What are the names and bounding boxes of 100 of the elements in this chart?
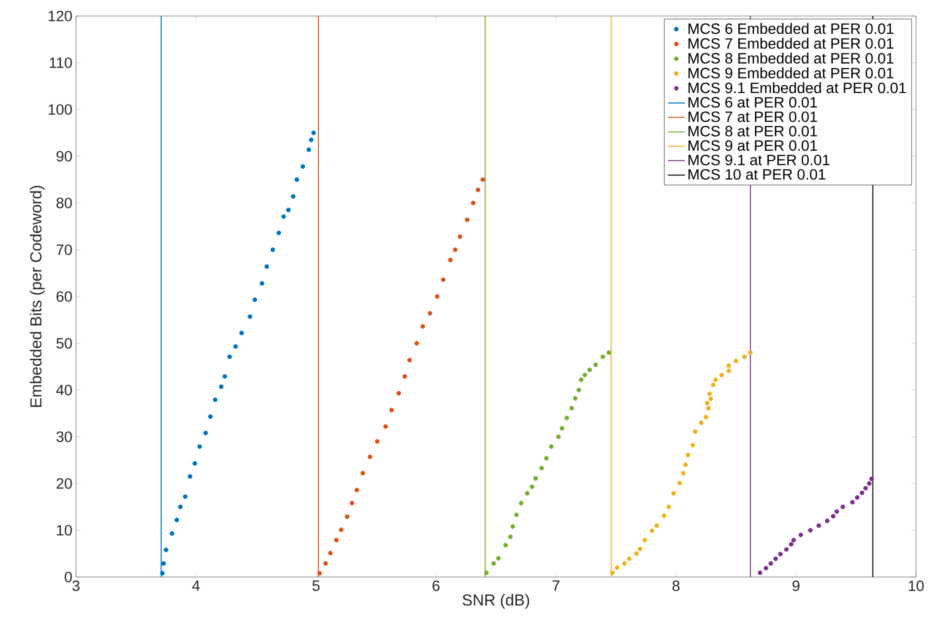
point bbox=[634, 551, 639, 556]
point bbox=[713, 377, 718, 382]
point bbox=[402, 374, 408, 379]
point bbox=[212, 398, 218, 402]
point bbox=[704, 414, 708, 420]
point bbox=[383, 424, 388, 429]
y-tick-label: 90 bbox=[56, 150, 72, 162]
point bbox=[281, 214, 286, 219]
x-tick-label: 9 bbox=[792, 580, 800, 592]
x-tick-label: 8 bbox=[672, 580, 680, 592]
point bbox=[869, 476, 874, 482]
point bbox=[308, 138, 314, 142]
point bbox=[662, 513, 666, 518]
point bbox=[544, 456, 549, 461]
point bbox=[854, 495, 860, 500]
point bbox=[260, 281, 264, 286]
point bbox=[434, 294, 440, 299]
legend-label: MCS 9 Embedded at PER 0.01 bbox=[688, 67, 894, 78]
legend-label: MCS 8 at PER 0.01 bbox=[688, 126, 817, 136]
point bbox=[666, 504, 672, 510]
point bbox=[614, 565, 620, 570]
point bbox=[360, 470, 366, 476]
point bbox=[808, 528, 813, 533]
y-tick-label: 40 bbox=[56, 384, 72, 396]
point bbox=[160, 570, 165, 576]
point bbox=[654, 523, 660, 528]
point bbox=[389, 408, 394, 412]
point bbox=[569, 406, 574, 411]
point bbox=[530, 484, 534, 490]
x-tick-label: 10 bbox=[908, 580, 924, 592]
point bbox=[452, 247, 458, 252]
point bbox=[830, 514, 836, 519]
point bbox=[726, 368, 732, 374]
point bbox=[182, 494, 188, 499]
point bbox=[374, 439, 380, 444]
point bbox=[524, 491, 530, 496]
point bbox=[840, 504, 846, 510]
point bbox=[564, 416, 570, 420]
point bbox=[686, 452, 690, 458]
point bbox=[560, 426, 564, 431]
point bbox=[270, 247, 276, 252]
legend-label: MCS 6 at PER 0.01 bbox=[688, 97, 817, 108]
point bbox=[742, 354, 747, 360]
y-tick-label: 50 bbox=[56, 338, 72, 349]
point bbox=[788, 542, 794, 547]
point bbox=[420, 324, 426, 329]
point bbox=[606, 350, 612, 355]
point bbox=[706, 406, 711, 411]
point bbox=[286, 208, 291, 212]
point bbox=[748, 350, 753, 355]
point bbox=[306, 147, 312, 152]
point bbox=[328, 550, 333, 556]
legend-label: MCS 7 at PER 0.01 bbox=[688, 111, 817, 122]
point bbox=[556, 434, 561, 440]
point bbox=[798, 532, 804, 538]
point bbox=[548, 444, 554, 449]
y-axis-title: Embedded Bits (per Codeword) bbox=[30, 186, 45, 407]
point bbox=[218, 384, 224, 390]
point bbox=[192, 461, 198, 466]
point bbox=[587, 368, 592, 372]
point bbox=[350, 500, 354, 506]
point bbox=[344, 514, 350, 519]
point bbox=[650, 528, 654, 534]
point bbox=[491, 561, 496, 566]
point bbox=[476, 188, 480, 192]
y-tick-label: 110 bbox=[50, 57, 72, 68]
y-tick-label: 10 bbox=[57, 524, 72, 536]
point bbox=[264, 264, 270, 269]
y-tick-label: 70 bbox=[56, 244, 72, 256]
point bbox=[174, 518, 180, 522]
point bbox=[414, 340, 420, 346]
point bbox=[610, 570, 615, 576]
point bbox=[464, 218, 470, 222]
point bbox=[622, 561, 627, 566]
y-tick-label: 80 bbox=[56, 198, 72, 208]
point bbox=[233, 344, 238, 349]
x-tick-label: 5 bbox=[312, 580, 320, 591]
point bbox=[428, 311, 432, 316]
point bbox=[338, 527, 344, 532]
point bbox=[334, 538, 339, 542]
point bbox=[764, 566, 768, 570]
point bbox=[458, 234, 462, 239]
y-tick-label: 60 bbox=[56, 291, 72, 302]
x-tick-label: 3 bbox=[72, 580, 80, 592]
point bbox=[773, 556, 778, 562]
point bbox=[188, 474, 192, 479]
point bbox=[539, 466, 544, 470]
point bbox=[164, 548, 168, 552]
point bbox=[276, 230, 282, 236]
point bbox=[692, 429, 698, 434]
point bbox=[161, 561, 166, 566]
point bbox=[572, 396, 578, 401]
y-tick-label: 120 bbox=[48, 10, 72, 22]
point bbox=[824, 518, 830, 524]
point bbox=[496, 556, 501, 561]
point bbox=[239, 330, 244, 336]
legend-label: MCS 8 Embedded at PER 0.01 bbox=[688, 52, 894, 64]
point bbox=[638, 546, 642, 552]
point bbox=[396, 390, 402, 396]
point bbox=[323, 561, 328, 566]
